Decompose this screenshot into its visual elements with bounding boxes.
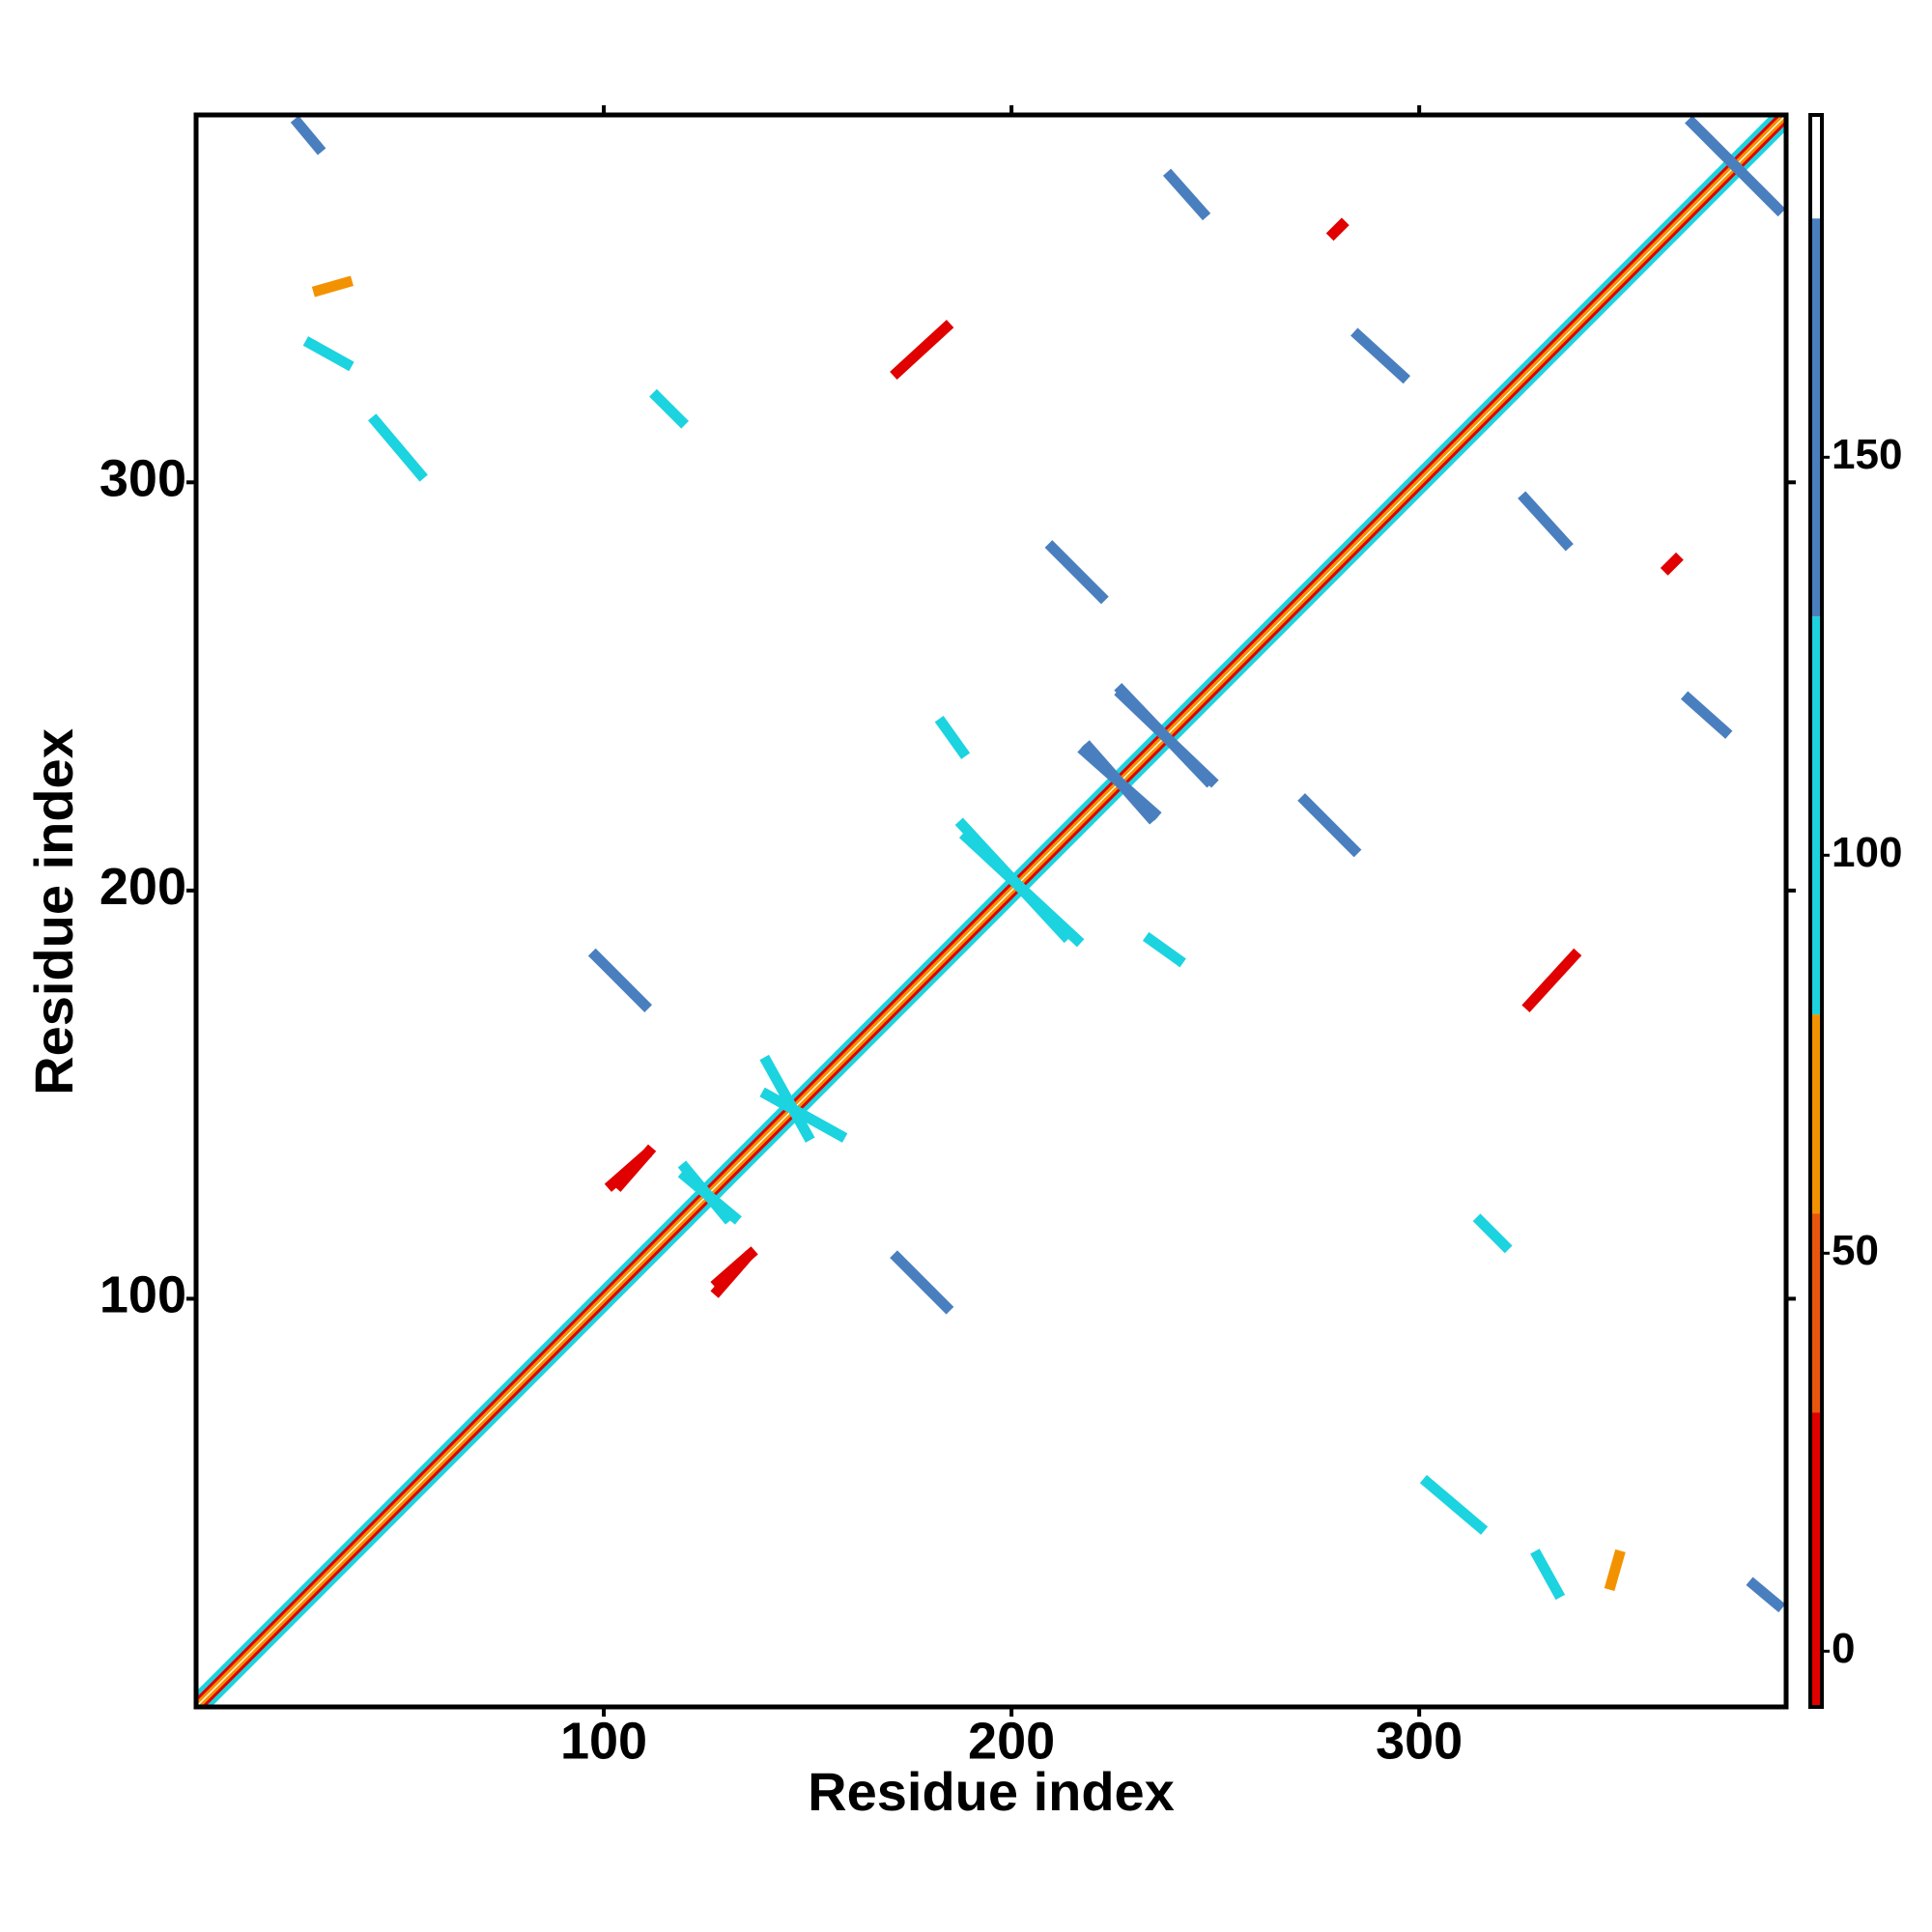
contact: [290, 115, 327, 156]
colorbar-segment: [1810, 1412, 1822, 1707]
x-tick-label: 200: [968, 1712, 1055, 1770]
contact: [1604, 1548, 1626, 1592]
contact: [1044, 540, 1109, 605]
x-tick-label: 100: [560, 1712, 647, 1770]
contact: [1081, 740, 1158, 825]
contact: [958, 830, 1085, 948]
colorbar-tick-label: 0: [1832, 1625, 1855, 1672]
contact: [587, 948, 653, 1012]
contact: [1419, 1474, 1489, 1535]
diagonal-band: [194, 113, 1776, 1696]
contact: [1472, 1213, 1513, 1254]
colorbar-segment: [1810, 1213, 1822, 1413]
colorbar-tick-label: 150: [1832, 431, 1902, 478]
colorbar-tick-label: 50: [1832, 1227, 1879, 1274]
contact: [890, 319, 954, 380]
contact: [1350, 327, 1411, 384]
contact: [759, 1087, 848, 1143]
contact: [1325, 217, 1350, 242]
colorbar-tick-label: 100: [1832, 829, 1902, 876]
contact: [759, 1054, 815, 1143]
diagonal-band: [202, 121, 1788, 1709]
contact: [649, 388, 690, 429]
contact: [677, 1168, 742, 1225]
contact: [1746, 1577, 1786, 1613]
contact: [311, 275, 354, 298]
contact: [1162, 168, 1211, 221]
y-tick-label: 300: [99, 450, 186, 508]
colorbar-segment: [1810, 218, 1822, 617]
diagonal-band: [194, 113, 1784, 1705]
contact: [612, 1144, 657, 1192]
y-tick-label: 100: [99, 1266, 186, 1324]
contact: [710, 1246, 758, 1291]
contact: [1142, 931, 1186, 968]
contact: [1660, 552, 1684, 576]
y-tick-label: 200: [99, 858, 186, 916]
contact: [1685, 115, 1786, 216]
diagonal-band: [194, 113, 1780, 1701]
contact: [890, 1250, 954, 1315]
contact: [1680, 691, 1733, 739]
contact: [1297, 793, 1362, 858]
diagonal-band: [207, 126, 1788, 1709]
plot-frame: [193, 112, 1789, 1710]
contact: [302, 336, 355, 372]
x-tick-label: 300: [1376, 1712, 1463, 1770]
contact: [1521, 948, 1582, 1012]
diagonal-band: [198, 117, 1788, 1709]
colorbar-segment: [1810, 1014, 1822, 1214]
y-axis-label: Residue index: [23, 728, 84, 1095]
contact: [367, 413, 428, 482]
contact: [1114, 687, 1219, 788]
contact: [1518, 491, 1574, 552]
colorbar-segment: [1810, 616, 1822, 1015]
contact: [1530, 1548, 1566, 1601]
colorbar-frame: [1808, 113, 1824, 1709]
x-axis-label: Residue index: [808, 1761, 1175, 1822]
contact: [934, 715, 971, 759]
colorbar-segment: [1810, 115, 1822, 219]
